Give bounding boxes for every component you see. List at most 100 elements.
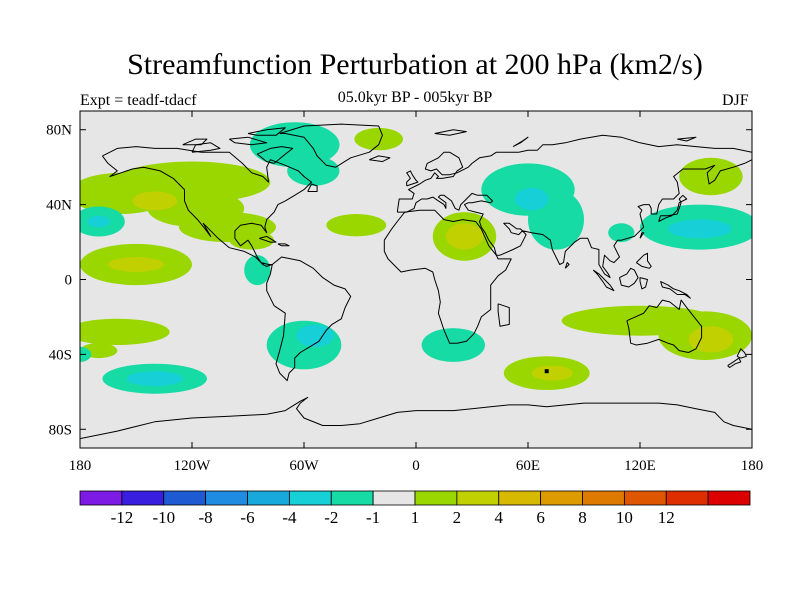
coastline-10 <box>592 269 615 292</box>
coastline-5 <box>397 159 752 279</box>
coastline-27 <box>564 262 570 269</box>
y-tick-label: 40N <box>46 198 72 214</box>
colorbar-label: -6 <box>240 508 254 527</box>
y-tick-label: 40S <box>49 347 72 363</box>
field-region-33 <box>688 326 734 353</box>
colorbar-swatch <box>623 490 667 506</box>
coastline-9 <box>658 194 688 222</box>
colorbar-swatch <box>121 490 165 506</box>
coastline-21 <box>307 183 318 192</box>
colorbar-swatch <box>707 490 751 506</box>
field-region-24 <box>421 328 485 362</box>
colorbar-swatch <box>163 490 207 506</box>
colorbar-label: 10 <box>616 508 633 527</box>
colorbar-swatch <box>372 490 416 506</box>
field-region-28 <box>108 257 164 272</box>
colorbar-swatch <box>288 490 332 506</box>
colorbar-swatch <box>582 490 625 506</box>
colorbar-swatch <box>330 490 374 506</box>
colorbar-label: 6 <box>536 508 545 527</box>
field-region-4 <box>229 230 275 250</box>
y-tick-label: 80N <box>46 123 72 139</box>
experiment-label: Expt = teadf-tdacf <box>80 92 197 109</box>
time-period-label: 05.0kyr BP - 005kyr BP <box>337 89 493 106</box>
field-region-27 <box>132 191 178 211</box>
colorbar-swatch <box>414 490 458 506</box>
coastline-16 <box>256 146 294 164</box>
axis-ticks: 180 120W 60W 0 60E 120E 180 80N 40N 0 40S 80S <box>46 111 763 474</box>
coastline-25 <box>635 252 652 269</box>
coastline-28 <box>369 155 391 163</box>
coastline-23 <box>277 243 290 247</box>
colorbar-swatch <box>79 490 123 506</box>
colorbar-label: -1 <box>366 508 380 527</box>
colorbar-swatch <box>665 490 709 506</box>
x-tick-label: 60W <box>289 458 319 474</box>
y-tick-label: 0 <box>65 273 73 289</box>
field-region-32 <box>668 219 732 239</box>
season-label: DJF <box>722 92 749 109</box>
colorbar-label: -8 <box>199 508 213 527</box>
x-tick-label: 0 <box>412 458 420 474</box>
colorbar-label: 2 <box>453 508 462 527</box>
coastline-17 <box>191 142 221 153</box>
colorbar-label: -2 <box>324 508 338 527</box>
coastline-3 <box>497 303 510 327</box>
coastline-4 <box>396 134 752 213</box>
station-marker <box>544 369 549 374</box>
coastlines <box>80 123 752 440</box>
colorbar-label: -12 <box>111 508 134 527</box>
coastline-2 <box>383 209 512 344</box>
coastline-14 <box>727 357 742 368</box>
coastline-30 <box>512 136 529 148</box>
colorbar-label: 4 <box>495 508 504 527</box>
coastline-26 <box>639 277 648 290</box>
x-tick-label: 180 <box>69 458 92 474</box>
colorbar-label: 1 <box>411 508 420 527</box>
x-tick-label: 60E <box>516 458 540 474</box>
colorbar-swatch <box>498 490 542 506</box>
coastline-13 <box>736 348 747 359</box>
field-region-11 <box>244 255 271 286</box>
map-background <box>80 111 752 448</box>
field-region-30 <box>445 223 484 250</box>
field-region-29 <box>87 215 110 228</box>
coastline-19 <box>182 138 208 146</box>
colorbar: -12 -10 -8 -6 -4 -2 -1 1 2 4 6 8 10 12 <box>79 490 751 527</box>
field-region-31 <box>514 187 549 211</box>
coastline-22 <box>259 235 277 243</box>
coastline-8 <box>406 170 419 187</box>
coastline-20 <box>247 127 286 136</box>
field-region-21 <box>80 318 170 345</box>
x-tick-label: 120W <box>174 458 212 474</box>
colorbar-swatch <box>456 490 500 506</box>
field-region-7 <box>287 155 340 186</box>
x-tick-label: 180 <box>741 458 764 474</box>
plot-title: Streamfunction Perturbation at 200 hPa (… <box>127 48 703 81</box>
coastline-24 <box>639 232 645 239</box>
field-region-8 <box>354 127 404 151</box>
field-region-35 <box>126 371 183 387</box>
field-region-36 <box>531 365 573 381</box>
colorbar-label: -10 <box>152 508 175 527</box>
field-region-17 <box>608 223 635 243</box>
colorbar-swatch <box>205 490 248 506</box>
colorbar-swatch <box>540 490 583 506</box>
contour-field <box>80 122 752 394</box>
x-tick-label: 120E <box>624 458 656 474</box>
field-region-15 <box>679 157 743 196</box>
coastline-1 <box>266 256 352 382</box>
field-region-34 <box>296 324 334 347</box>
coastline-15 <box>80 396 752 440</box>
coastline-12 <box>660 280 691 299</box>
colorbar-label: 12 <box>658 508 675 527</box>
coastline-0 <box>101 146 312 267</box>
marker-layer <box>544 369 549 374</box>
colorbar-swatch <box>247 490 290 506</box>
y-tick-label: 80S <box>49 422 72 438</box>
coastline-31 <box>677 136 697 142</box>
coastline-7 <box>279 123 383 168</box>
coastline-18 <box>229 136 268 146</box>
coastline-11 <box>619 267 639 288</box>
